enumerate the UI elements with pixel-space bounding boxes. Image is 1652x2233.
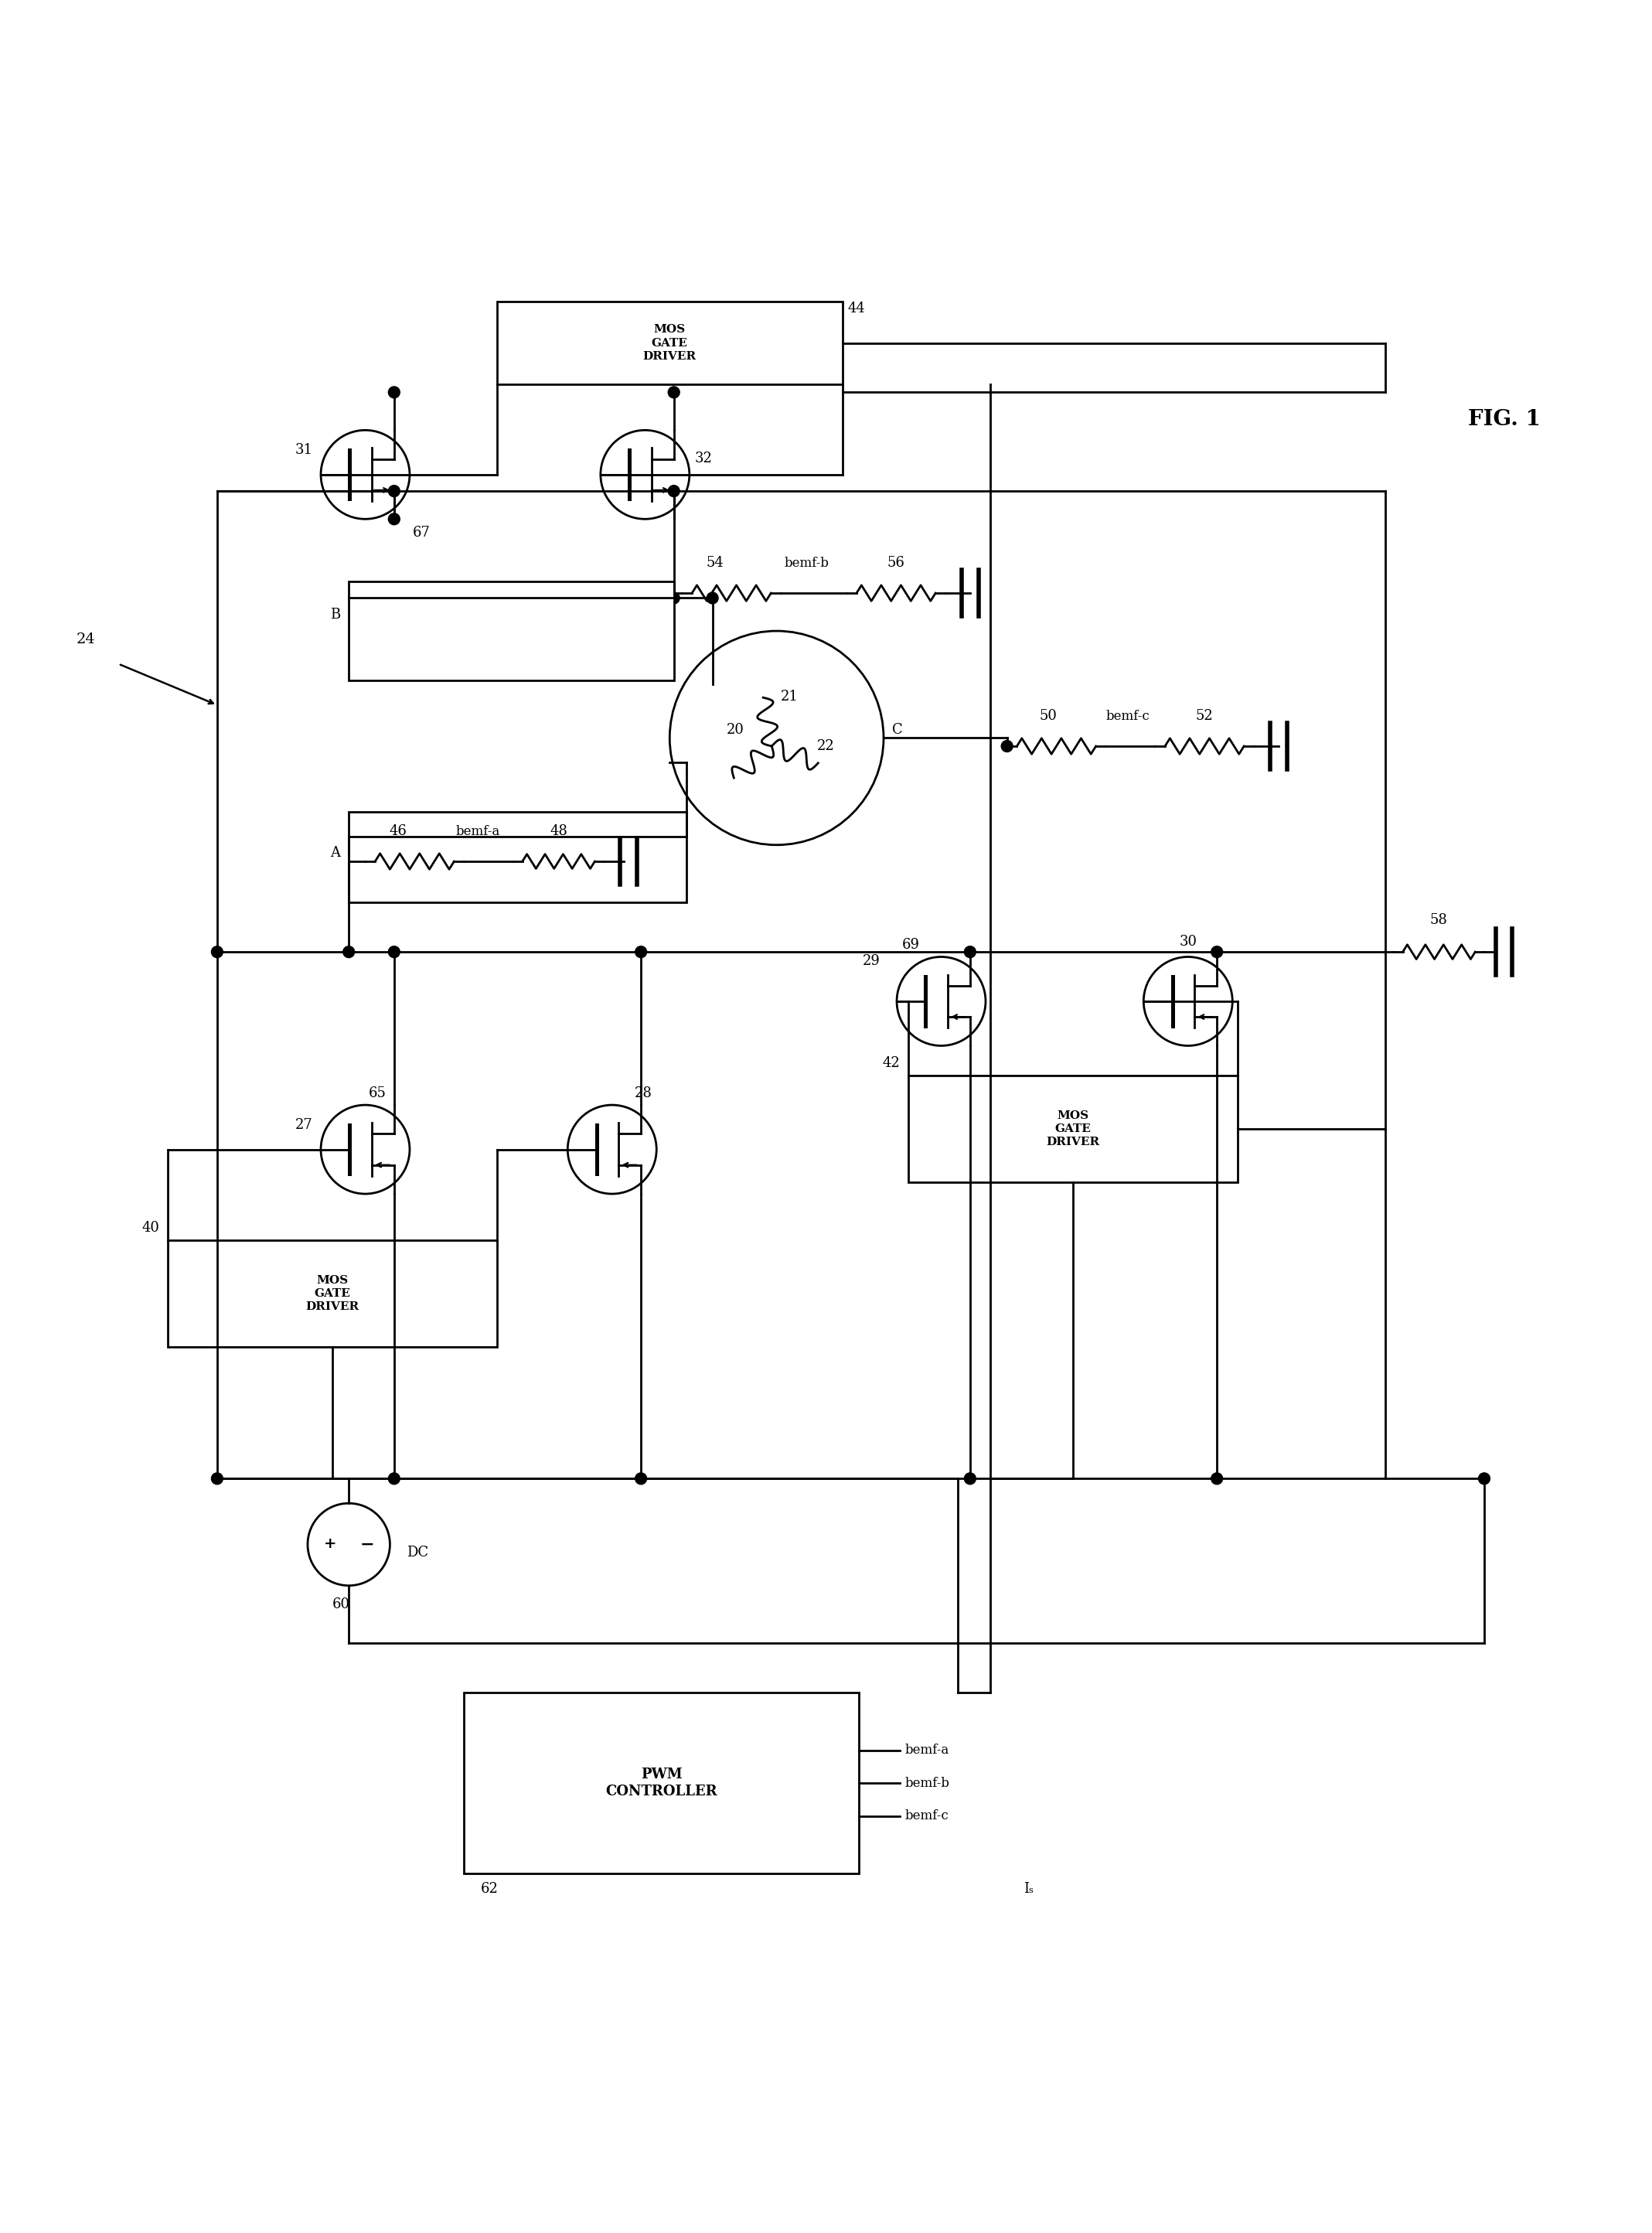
- Circle shape: [211, 1474, 223, 1485]
- Circle shape: [344, 947, 355, 958]
- Circle shape: [1211, 1474, 1222, 1485]
- Text: bemf-b: bemf-b: [905, 1777, 950, 1789]
- Text: 27: 27: [296, 1119, 312, 1132]
- Text: 50: 50: [1039, 710, 1057, 723]
- Text: C: C: [892, 723, 902, 737]
- Circle shape: [388, 1474, 400, 1485]
- Circle shape: [636, 1474, 646, 1485]
- Circle shape: [667, 485, 679, 496]
- Text: 52: 52: [1196, 710, 1213, 723]
- Text: 42: 42: [882, 1056, 900, 1070]
- Circle shape: [388, 386, 400, 397]
- Circle shape: [1479, 1474, 1490, 1485]
- Circle shape: [667, 386, 679, 397]
- Text: 31: 31: [294, 442, 312, 458]
- Text: bemf-b: bemf-b: [785, 556, 829, 569]
- Circle shape: [211, 947, 223, 958]
- Circle shape: [388, 485, 400, 496]
- Bar: [464, 1693, 859, 1873]
- Text: 46: 46: [390, 824, 406, 837]
- Bar: [497, 301, 843, 384]
- Bar: [909, 1076, 1237, 1181]
- Text: +: +: [324, 1539, 337, 1552]
- Text: 60: 60: [332, 1597, 350, 1610]
- Circle shape: [965, 947, 976, 958]
- Text: 29: 29: [862, 953, 881, 969]
- Circle shape: [1211, 947, 1222, 958]
- Text: 32: 32: [694, 451, 712, 464]
- Circle shape: [1001, 741, 1013, 753]
- Text: 58: 58: [1431, 913, 1447, 927]
- Text: A: A: [330, 846, 340, 860]
- Text: 22: 22: [818, 739, 834, 753]
- Circle shape: [965, 1474, 976, 1485]
- Text: 20: 20: [727, 723, 745, 737]
- Text: 21: 21: [781, 690, 798, 703]
- Text: FIG. 1: FIG. 1: [1467, 409, 1540, 429]
- Bar: [169, 1239, 497, 1346]
- Text: DC: DC: [406, 1545, 428, 1559]
- Text: 56: 56: [887, 556, 905, 569]
- Text: 54: 54: [705, 556, 724, 569]
- Text: PWM
CONTROLLER: PWM CONTROLLER: [606, 1769, 717, 1798]
- Circle shape: [707, 592, 719, 603]
- Text: 48: 48: [550, 824, 567, 837]
- Text: bemf-a: bemf-a: [456, 826, 501, 837]
- Bar: [349, 813, 686, 902]
- Text: 62: 62: [481, 1882, 499, 1896]
- Circle shape: [667, 592, 679, 603]
- Text: Iₛ: Iₛ: [1024, 1882, 1034, 1896]
- Text: MOS
GATE
DRIVER: MOS GATE DRIVER: [306, 1275, 358, 1313]
- Text: B: B: [330, 607, 340, 621]
- Circle shape: [388, 514, 400, 525]
- Text: bemf-c: bemf-c: [905, 1809, 948, 1822]
- Text: 44: 44: [847, 301, 866, 315]
- Text: MOS
GATE
DRIVER: MOS GATE DRIVER: [643, 324, 697, 362]
- Text: −: −: [360, 1536, 375, 1552]
- Text: bemf-c: bemf-c: [1105, 710, 1150, 723]
- Bar: [349, 581, 674, 681]
- Text: 69: 69: [902, 938, 920, 951]
- Text: 67: 67: [413, 525, 431, 540]
- Text: MOS
GATE
DRIVER: MOS GATE DRIVER: [1046, 1110, 1100, 1148]
- Circle shape: [388, 947, 400, 958]
- Text: 28: 28: [634, 1085, 653, 1101]
- Text: 40: 40: [142, 1221, 160, 1235]
- Text: 65: 65: [368, 1085, 387, 1101]
- Circle shape: [636, 947, 646, 958]
- Text: 30: 30: [1180, 936, 1198, 949]
- Text: 24: 24: [76, 632, 96, 645]
- Text: bemf-a: bemf-a: [905, 1744, 950, 1757]
